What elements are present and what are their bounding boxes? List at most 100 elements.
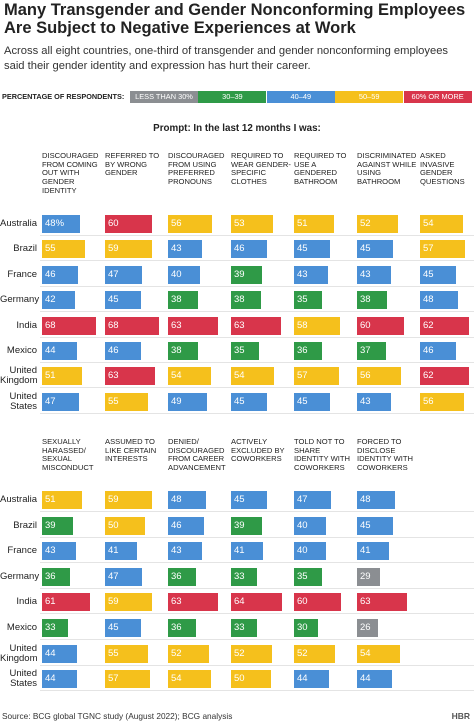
- value-label: 42: [45, 294, 56, 306]
- bar: [420, 215, 463, 233]
- column-header: Required to use a gendered bathroom: [294, 151, 347, 187]
- value-label: 36: [171, 622, 182, 633]
- row-line: [40, 536, 474, 538]
- row-line: [40, 664, 474, 666]
- value-label: 45: [108, 622, 119, 633]
- value-label: 63: [171, 319, 182, 331]
- bar: [294, 265, 328, 284]
- row-line: [40, 639, 474, 640]
- bar: [168, 392, 207, 411]
- value-label: 37: [360, 345, 371, 356]
- value-label: 49: [171, 395, 182, 407]
- value-label: 53: [234, 218, 245, 229]
- value-label: 50: [234, 673, 245, 685]
- bar: [105, 367, 155, 386]
- value-label: 54: [234, 370, 245, 382]
- value-label: 55: [108, 647, 119, 659]
- bar: [42, 670, 77, 689]
- value-label: 54: [423, 218, 434, 229]
- bar: [105, 619, 141, 637]
- legend-title: PERCENTAGE OF RESPONDENTS:: [2, 92, 125, 101]
- bar: [231, 240, 268, 259]
- title: Many Transgender and Gender Nonconformin…: [4, 1, 466, 37]
- value-label: 36: [171, 570, 182, 582]
- value-label: 33: [234, 570, 245, 582]
- value-label: 57: [108, 673, 119, 685]
- bar: [357, 392, 391, 411]
- row-label: United States: [9, 390, 37, 412]
- bar: [105, 291, 141, 310]
- row-label: Australia: [0, 494, 37, 505]
- value-label: 47: [297, 494, 308, 505]
- bar: [294, 542, 326, 561]
- value-label: 48: [360, 494, 371, 505]
- row-label: United Kingdom: [0, 642, 38, 664]
- bar: [168, 567, 197, 586]
- legend-item: LESS THAN 30%: [130, 91, 198, 103]
- value-label: 43: [171, 545, 182, 557]
- bar: [42, 215, 80, 233]
- bar: [42, 567, 71, 586]
- bar: [168, 491, 206, 509]
- bar: [168, 316, 218, 335]
- bar: [168, 215, 213, 233]
- bar: [168, 644, 210, 663]
- bar: [105, 265, 143, 284]
- value-label: 60: [108, 218, 119, 229]
- value-label: 61: [45, 596, 56, 608]
- value-label: 54: [360, 647, 371, 659]
- row-label: Mexico: [6, 622, 37, 633]
- bar: [294, 291, 322, 310]
- value-label: 43: [360, 395, 371, 407]
- bar: [105, 567, 143, 586]
- bar: [357, 342, 387, 360]
- value-label: 62: [423, 370, 434, 382]
- bar: [294, 367, 340, 386]
- value-label: 48: [423, 294, 434, 306]
- bar: [357, 265, 391, 284]
- value-label: 46: [234, 243, 245, 255]
- bar: [42, 392, 80, 411]
- bar: [294, 593, 342, 612]
- value-label: 60: [297, 596, 308, 608]
- value-label: 55: [108, 395, 119, 407]
- bar: [294, 240, 330, 259]
- bar: [42, 265, 79, 284]
- bar: [294, 516, 326, 535]
- value-label: 46: [45, 268, 56, 280]
- prompt: Prompt: In the last 12 months I was:: [153, 123, 321, 134]
- bar: [42, 516, 73, 535]
- value-label: 41: [108, 545, 119, 557]
- value-label: 59: [108, 596, 119, 608]
- value-label: 51: [45, 494, 56, 505]
- row-label: United States: [9, 668, 37, 690]
- bar: [105, 670, 151, 689]
- bar: [42, 593, 91, 612]
- bar: [105, 644, 149, 663]
- value-label: 45: [423, 268, 434, 280]
- bar: [168, 516, 205, 535]
- row-line: [40, 260, 474, 262]
- bar: [294, 215, 335, 233]
- row-line: [40, 285, 474, 287]
- row-line: [40, 412, 474, 414]
- value-label: 39: [234, 519, 245, 531]
- value-label: 30: [297, 622, 308, 633]
- value-label: 52: [171, 647, 182, 659]
- value-label: 63: [360, 596, 371, 608]
- bar: [168, 342, 199, 360]
- value-label: 38: [171, 294, 182, 306]
- bar: [357, 542, 390, 561]
- column-header: Sexually harassed/ sexual misconduct: [42, 437, 94, 473]
- row-label: Germany: [0, 294, 40, 306]
- bar: [168, 542, 202, 561]
- row-line: [40, 690, 474, 692]
- bar: [231, 265, 262, 284]
- row-line: [40, 362, 474, 363]
- legend-item: 50–59: [335, 91, 404, 103]
- value-label: 56: [171, 218, 182, 229]
- value-label: 44: [297, 673, 308, 685]
- bar: [42, 316, 96, 335]
- value-label: 57: [423, 243, 434, 255]
- value-label: 57: [297, 370, 308, 382]
